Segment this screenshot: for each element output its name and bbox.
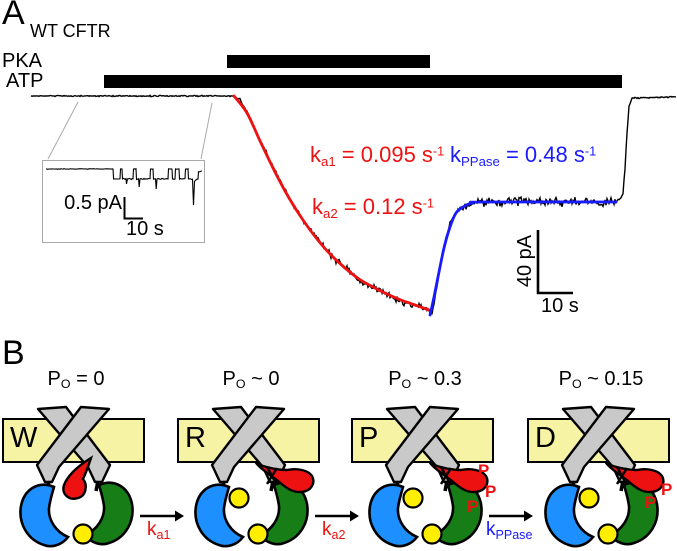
state-letter-d: D (535, 422, 556, 454)
kppase-arrow-base: k (486, 519, 496, 540)
inset-time-scale-label: 10 s (126, 218, 164, 240)
po-value: ~ 0 (245, 368, 280, 390)
po-base: P (222, 368, 236, 390)
ka2-value: = 0.12 s (337, 194, 423, 219)
state-letter-r: R (185, 422, 206, 454)
state-p: PO ~ 0.3 P P P P (349, 368, 501, 551)
ka2-arrow-sub: a2 (331, 527, 346, 542)
ka1-arrow-base: k (147, 519, 157, 540)
po-value: ~ 0.3 (411, 368, 462, 390)
po-sub: O (401, 377, 412, 392)
state-r: PO ~ 0 R (175, 368, 327, 551)
po-base: P (388, 368, 402, 390)
kppase-sub: PPase (461, 153, 500, 169)
po-sub: O (60, 377, 71, 392)
main-time-scale-label: 10 s (541, 295, 579, 317)
ka1-exp: -1 (432, 143, 445, 159)
ka1-value: = 0.095 s (335, 142, 433, 167)
po-value: ~ 0.15 (581, 368, 644, 390)
inset-connector-line-right (200, 102, 213, 160)
pka-application-bar (227, 55, 430, 68)
panel-a-label: A (2, 0, 25, 32)
ka2-arrow-base: k (322, 519, 332, 540)
po-label-w: PO = 0 (0, 369, 152, 391)
main-scalebar (536, 230, 573, 295)
rate-annotation-ka1: ka1 = 0.095 s-1 (310, 142, 445, 169)
po-base: P (558, 368, 572, 390)
state-r-cartoon (177, 405, 320, 548)
ka2-exp: -1 (422, 195, 435, 211)
atp-label: ATP (6, 70, 44, 92)
figure-title: WT CFTR (30, 21, 111, 41)
kppase-base: k (450, 142, 461, 167)
phosphate-label: P (485, 482, 497, 501)
ka2-sub: a2 (323, 205, 338, 221)
rate-annotation-ka2: ka2 = 0.12 s-1 (312, 194, 435, 221)
ka1-arrow-sub: a1 (156, 527, 171, 542)
arrow-label-kppase: kPPase (486, 520, 532, 541)
arrow-label-ka2: ka2 (322, 520, 345, 541)
state-letter-p: P (359, 422, 379, 454)
atp-application-bar (104, 75, 622, 88)
inset-current-scale-label: 0.5 pA (64, 192, 122, 214)
po-label-p: PO ~ 0.3 (349, 369, 501, 391)
po-label-r: PO ~ 0 (175, 369, 327, 391)
pka-label: PKA (2, 50, 43, 72)
ka1-base: k (310, 142, 321, 167)
main-current-scale-label: 40 pA (514, 234, 536, 288)
state-p-cartoon (351, 405, 494, 548)
rate-annotation-kppase: kPPase = 0.48 s-1 (450, 142, 597, 169)
inset-connector-line-left (47, 101, 79, 160)
state-d: PO ~ 0.15 D P P (525, 368, 677, 551)
po-sub: O (235, 377, 246, 392)
phosphate-label: P (467, 497, 479, 516)
phosphate-label: P (645, 493, 657, 512)
panel-b-label: B (2, 334, 25, 372)
arrow-label-ka1: ka1 (147, 520, 170, 541)
state-letter-w: W (10, 422, 38, 454)
ka2-base: k (312, 194, 323, 219)
state-w: PO = 0 W (0, 368, 152, 551)
state-d-cartoon (527, 405, 670, 548)
kppase-arrow-sub: PPase (495, 527, 533, 542)
kppase-exp: -1 (584, 143, 597, 159)
po-label-d: PO ~ 0.15 (525, 369, 677, 391)
phosphate-label: P (661, 480, 673, 499)
kppase-value: = 0.48 s (499, 142, 585, 167)
po-base: P (47, 368, 61, 390)
phosphate-label: P (478, 461, 490, 480)
state-w-cartoon (2, 405, 145, 548)
po-value: = 0 (70, 368, 105, 390)
po-sub: O (571, 377, 582, 392)
ka1-sub: a1 (321, 153, 336, 169)
